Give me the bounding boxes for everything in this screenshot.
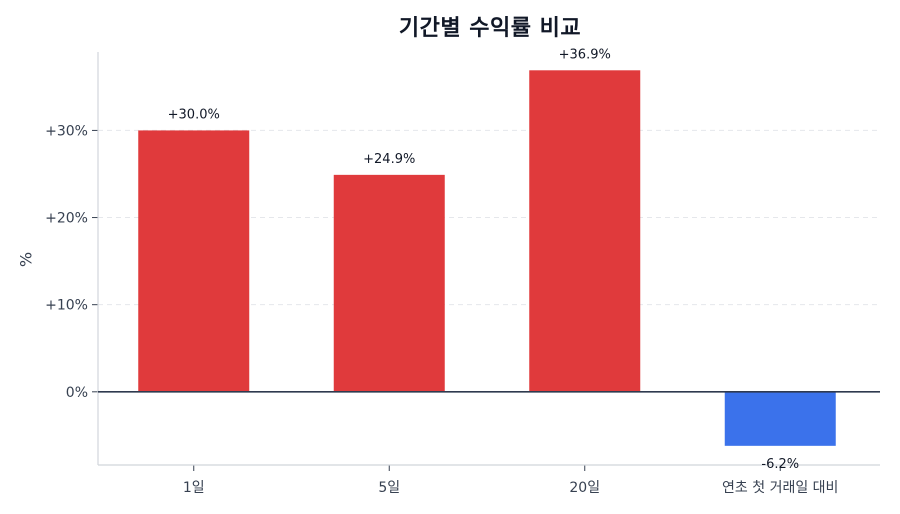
chart-title: 기간별 수익률 비교 — [398, 16, 582, 41]
y-tick-label: +30% — [45, 123, 88, 139]
x-axis-ticks: 1일 5일 20일 연초 첫 거래일 대비 — [183, 465, 838, 496]
y-tick-label: +20% — [45, 211, 88, 227]
bar — [333, 174, 445, 392]
bars — [138, 70, 836, 446]
x-tick-label: 20일 — [569, 480, 600, 496]
bar-value-label: +24.9% — [363, 152, 415, 167]
bar-value-label: +30.0% — [168, 107, 220, 122]
axes — [97, 52, 880, 466]
x-tick-label: 연초 첫 거래일 대비 — [722, 480, 838, 496]
value-labels: +30.0% +24.9% +36.9% -6.2% — [168, 47, 799, 472]
bar-value-label: -6.2% — [761, 457, 799, 472]
bar — [529, 70, 641, 392]
x-tick-label: 1일 — [183, 480, 205, 496]
bar — [724, 391, 836, 446]
x-tick-label: 5일 — [378, 480, 400, 496]
bar — [138, 130, 250, 392]
y-tick-label: 0% — [66, 385, 88, 401]
y-tick-label: +10% — [45, 298, 88, 314]
bar-value-label: +36.9% — [559, 47, 611, 62]
y-axis-ticks: 0% +10% +20% +30% — [45, 123, 98, 401]
